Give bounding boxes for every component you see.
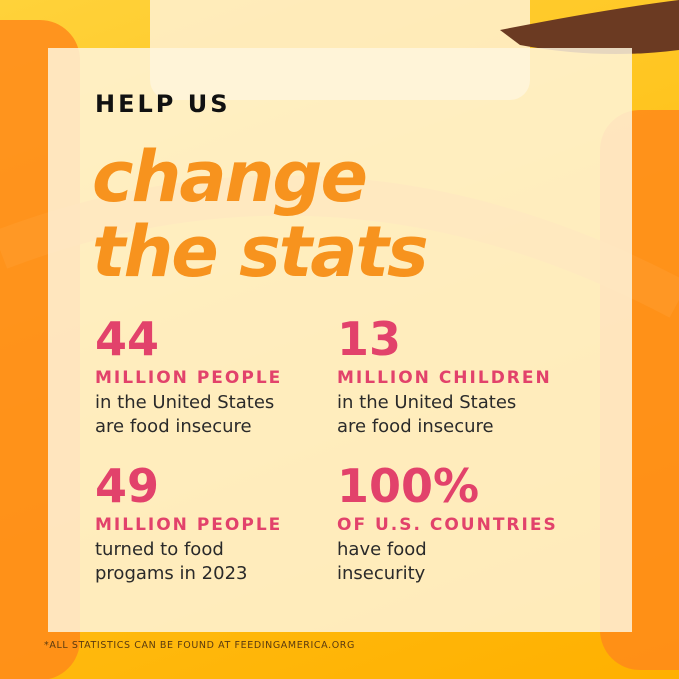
footnote: *ALL STATISTICS CAN BE FOUND AT FEEDINGA…: [44, 640, 355, 651]
hand: [500, 0, 679, 54]
stat-number: 13: [337, 312, 402, 366]
stat-label: MILLION CHILDREN: [337, 368, 552, 388]
stat-description: turned to food: [95, 539, 224, 560]
stat-number: 44: [95, 312, 160, 366]
stat-description: are food insecure: [337, 416, 494, 437]
stat-label: MILLION PEOPLE: [95, 515, 283, 535]
stat-description: in the United States: [95, 392, 275, 413]
stat-description: in the United States: [337, 392, 517, 413]
stat-label: OF U.S. COUNTRIES: [337, 515, 558, 535]
stat-description: are food insecure: [95, 416, 252, 437]
stat-description: have food: [337, 539, 427, 560]
stat-description: insecurity: [337, 563, 426, 584]
headline: change: [92, 136, 368, 218]
stat-description: progams in 2023: [95, 563, 248, 584]
stat-number: 100%: [337, 459, 480, 513]
stat-number: 49: [95, 459, 160, 513]
panel: [48, 48, 632, 632]
kicker: HELP US: [95, 90, 231, 118]
stat-label: MILLION PEOPLE: [95, 368, 283, 388]
headline: the stats: [92, 211, 429, 293]
